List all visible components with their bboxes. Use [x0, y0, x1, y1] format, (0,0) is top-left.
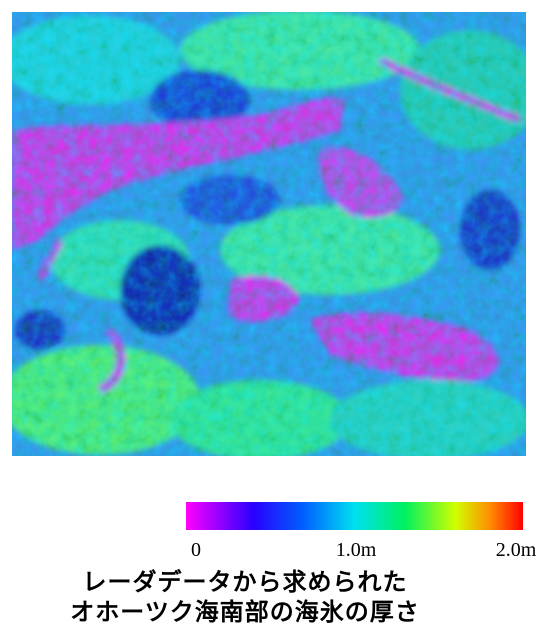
sea-ice-image: [0, 10, 540, 460]
caption-line: レーダデータから求められた: [83, 568, 408, 596]
colorbar: [186, 502, 523, 530]
colorbar-tick-label: 2.0m: [496, 539, 537, 561]
colorbar-tick-label: 1.0m: [336, 539, 377, 561]
page: 0 1.0m 2.0m レーダデータから求められた オホーツク海南部の海氷の厚さ: [0, 0, 549, 629]
colorbar-tick-label: 0: [191, 539, 201, 561]
colorbar-ticks: 0 1.0m 2.0m: [191, 539, 537, 561]
caption-line: オホーツク海南部の海氷の厚さ: [70, 598, 420, 626]
